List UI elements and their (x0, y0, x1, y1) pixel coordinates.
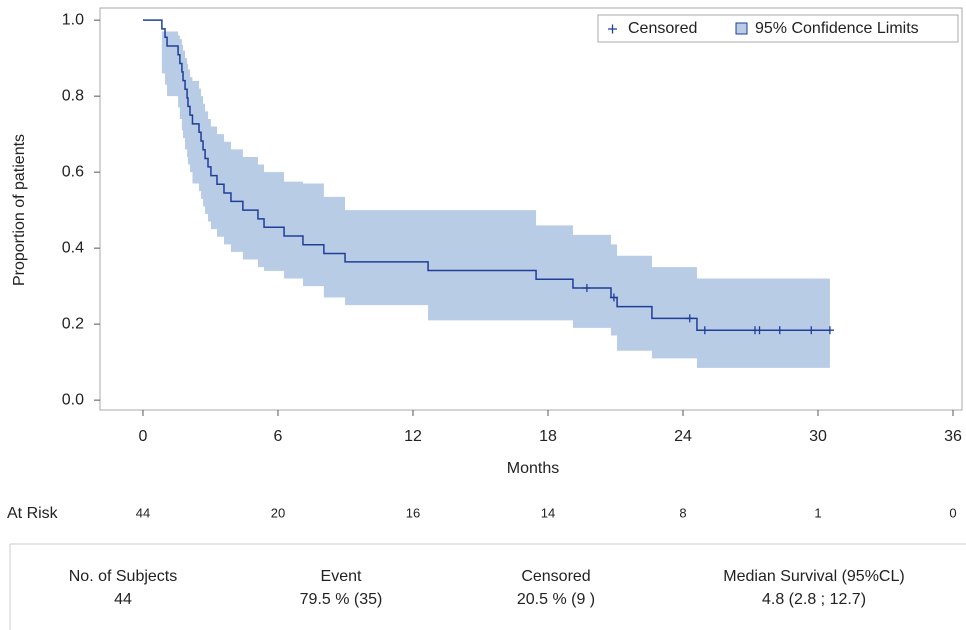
legend-label: 95% Confidence Limits (755, 20, 919, 37)
at-risk-value: 0 (949, 505, 956, 520)
at-risk-value: 20 (271, 505, 285, 520)
legend-label: Censored (628, 20, 697, 37)
summary-header: No. of Subjects (69, 568, 178, 585)
censor-mark (755, 326, 764, 335)
y-tick-label: 0.6 (62, 163, 84, 180)
x-tick-label: 6 (274, 428, 283, 445)
survival-line (142, 19, 830, 331)
summary-header: Event (321, 568, 362, 585)
at-risk-value: 8 (679, 505, 686, 520)
y-tick-label: 0.2 (62, 315, 84, 332)
x-tick-label: 18 (539, 428, 557, 445)
summary-value: 4.8 (2.8 ; 12.7) (762, 591, 866, 608)
y-tick-label: 0.0 (62, 391, 84, 408)
censor-mark (685, 314, 694, 323)
y-tick-label: 0.4 (62, 239, 84, 256)
x-tick-label: 36 (944, 428, 962, 445)
summary-header: Censored (521, 568, 590, 585)
at-risk-value: 14 (541, 505, 555, 520)
at-risk-value: 16 (406, 505, 420, 520)
at-risk-value: 1 (814, 505, 821, 520)
x-axis-label: Months (507, 460, 559, 477)
x-tick-label: 0 (139, 428, 148, 445)
censor-mark (700, 326, 709, 335)
legend-censor-symbol (608, 24, 617, 34)
confidence-band (142, 20, 830, 368)
x-tick-label: 24 (674, 428, 692, 445)
censor-mark (775, 326, 784, 335)
legend-band-symbol (735, 22, 748, 35)
censor-mark (582, 284, 591, 293)
legend-box (597, 14, 959, 43)
at-risk-value: 44 (136, 505, 150, 520)
y-tick-label: 0.8 (62, 87, 84, 104)
summary-header: Median Survival (95%CL) (723, 568, 904, 585)
summary-value: 44 (114, 591, 132, 608)
censor-mark (825, 326, 834, 335)
x-tick-label: 30 (809, 428, 827, 445)
censor-mark (609, 293, 618, 302)
x-tick-label: 12 (404, 428, 422, 445)
censor-mark (807, 326, 816, 335)
summary-value: 20.5 % (9 ) (517, 591, 595, 608)
summary-value: 79.5 % (35) (300, 591, 383, 608)
y-axis-label: Proportion of patients (11, 134, 28, 286)
at-risk-label: At Risk (7, 505, 59, 522)
plot-frame (99, 7, 963, 411)
y-tick-label: 1.0 (62, 11, 84, 28)
